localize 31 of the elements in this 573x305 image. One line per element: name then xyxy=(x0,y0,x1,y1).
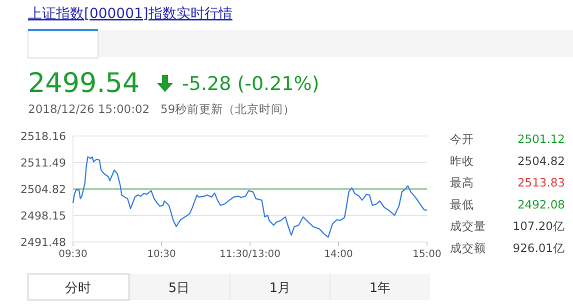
text: 926.01亿 xyxy=(512,241,565,255)
text: 最低 xyxy=(450,197,474,212)
text: 2513.83 xyxy=(517,176,565,190)
y-tick-label: 2518.16 xyxy=(20,130,66,143)
text: 成交量 xyxy=(450,219,486,234)
text: 分时 xyxy=(65,281,91,296)
text: 成交额 xyxy=(450,241,486,255)
text: 2499.54 xyxy=(28,68,140,99)
text: 最高 xyxy=(450,176,474,190)
text: 1年 xyxy=(369,281,391,296)
text: 2492.08 xyxy=(517,197,565,212)
x-tick-label: 14:00 xyxy=(324,249,353,260)
text: 昨收 xyxy=(450,154,474,168)
x-tick-label: 09:30 xyxy=(58,249,88,260)
line-series xyxy=(72,156,428,238)
x-tick-label: 10:30 xyxy=(147,249,176,260)
y-tick-label: 2504.82 xyxy=(20,182,66,196)
text: 5日 xyxy=(168,281,190,296)
x-tick-label: 11:30/13:00 xyxy=(219,249,281,260)
text: -5.28 (-0.21%) xyxy=(182,73,320,95)
y-tick-label: 2491.48 xyxy=(20,236,66,249)
text: 今开 xyxy=(450,132,474,146)
text: 2501.12 xyxy=(517,132,565,146)
text: 2018/12/26 15:00:02 59秒前更新（北京时间） xyxy=(28,102,296,116)
y-tick-label: 2511.49 xyxy=(20,156,66,170)
y-tick-label: 2498.15 xyxy=(20,209,66,222)
chart-title: 上证指数[000001]指数实时行情 xyxy=(28,6,232,22)
text: 1月 xyxy=(269,281,291,296)
text: 107.20亿 xyxy=(512,219,565,234)
x-tick-label: 15:00 xyxy=(412,249,442,260)
text: 2504.82 xyxy=(517,154,565,168)
